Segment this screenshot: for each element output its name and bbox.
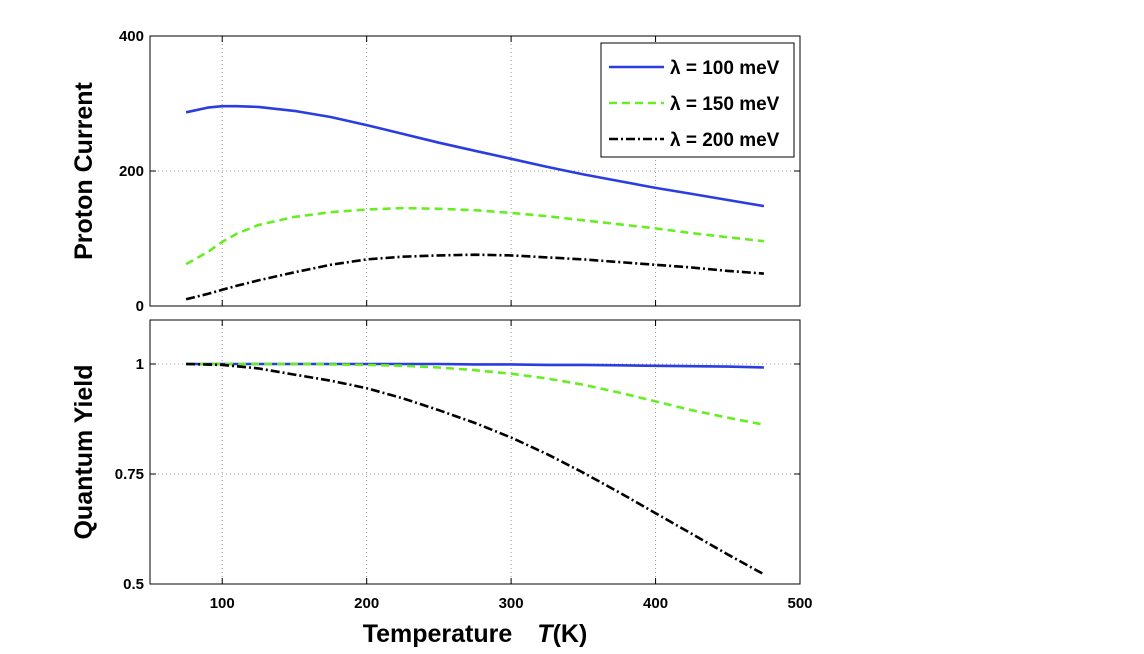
x-axis-label-symbol: T [537, 620, 555, 648]
bottom-series-line-3 [186, 362, 765, 576]
bottom-y-tick-label: 1 [136, 356, 144, 373]
legend: λ = 100 meV λ = 150 meV λ = 200 meV [600, 42, 795, 158]
top-series-line-2 [185, 206, 765, 266]
x-tick-label: 500 [787, 595, 812, 612]
quantum-yield-panel: 0.5 0.75 1 Quantum Yield 100 200 300 400 500 Temp… [70, 319, 813, 648]
top-series-line-3 [185, 253, 764, 301]
x-axis-label-text: Temperature [363, 620, 538, 648]
top-y-axis-label: Proton Current [70, 81, 98, 259]
x-tick-label: 100 [210, 595, 235, 612]
top-series-line-1 [185, 104, 765, 208]
top-y-tick-label: 400 [119, 28, 144, 45]
top-y-tick-label: 0 [136, 298, 144, 315]
x-tick-label: 300 [499, 595, 524, 612]
x-axis-label: Temperature T(K) [363, 620, 588, 648]
bottom-plot-area [149, 319, 801, 585]
proton-current-panel: 0 200 400 Proton Current λ = 100 meV λ = 150 … [70, 28, 801, 315]
x-axis-label-unit: (K) [553, 620, 588, 648]
bottom-y-tick-label: 0.75 [115, 466, 144, 483]
bottom-y-axis-label: Quantum Yield [70, 364, 98, 539]
bottom-y-tick-label: 0.5 [123, 576, 144, 593]
legend-label-3: λ = 200 meV [670, 130, 780, 151]
legend-label-1: λ = 100 meV [670, 58, 780, 79]
x-tick-label: 400 [643, 595, 668, 612]
top-y-tick-label: 200 [119, 163, 144, 180]
bottom-series-line-2 [186, 362, 765, 426]
bottom-axes-frame [149, 319, 801, 585]
legend-label-2: λ = 150 meV [670, 94, 780, 115]
x-tick-label: 200 [354, 595, 379, 612]
